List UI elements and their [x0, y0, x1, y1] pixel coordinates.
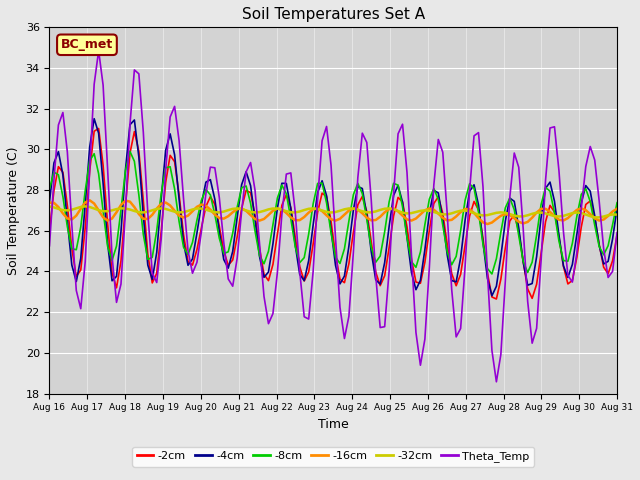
-8cm: [45, 186, 53, 192]
-4cm: [613, 205, 621, 211]
-16cm: [541, 206, 549, 212]
-16cm: [613, 206, 621, 212]
-32cm: [591, 215, 598, 220]
-4cm: [595, 242, 603, 248]
-32cm: [81, 204, 89, 209]
Y-axis label: Soil Temperature (C): Soil Temperature (C): [7, 146, 20, 275]
-16cm: [595, 217, 603, 223]
Line: -4cm: -4cm: [49, 119, 617, 296]
Line: Theta_Temp: Theta_Temp: [49, 51, 617, 382]
-16cm: [282, 210, 290, 216]
-2cm: [493, 296, 500, 302]
-32cm: [282, 208, 290, 214]
Title: Soil Temperatures Set A: Soil Temperatures Set A: [242, 7, 425, 22]
Theta_Temp: [493, 379, 500, 384]
Text: BC_met: BC_met: [61, 38, 113, 51]
-2cm: [613, 232, 621, 238]
Theta_Temp: [613, 229, 621, 235]
Theta_Temp: [189, 270, 196, 276]
-2cm: [541, 219, 549, 225]
-16cm: [86, 197, 93, 203]
-2cm: [260, 271, 268, 277]
-16cm: [345, 208, 353, 214]
-32cm: [537, 210, 545, 216]
-32cm: [45, 204, 53, 209]
Theta_Temp: [595, 198, 603, 204]
-8cm: [541, 185, 549, 191]
-4cm: [488, 293, 496, 299]
-4cm: [282, 180, 290, 186]
-2cm: [595, 241, 603, 247]
-8cm: [488, 271, 496, 277]
-2cm: [189, 262, 196, 268]
-4cm: [260, 275, 268, 280]
-4cm: [189, 256, 196, 262]
Theta_Temp: [345, 313, 353, 319]
-2cm: [45, 228, 53, 234]
-32cm: [595, 215, 603, 220]
-8cm: [126, 148, 134, 154]
-4cm: [541, 185, 549, 191]
X-axis label: Time: Time: [318, 418, 349, 431]
-4cm: [345, 243, 353, 249]
-8cm: [595, 244, 603, 250]
-32cm: [345, 205, 353, 211]
-16cm: [484, 221, 492, 227]
Line: -8cm: -8cm: [49, 151, 617, 274]
-2cm: [282, 192, 290, 198]
-4cm: [45, 199, 53, 204]
-32cm: [613, 212, 621, 217]
-8cm: [345, 218, 353, 224]
-16cm: [260, 216, 268, 222]
-8cm: [189, 240, 196, 245]
-2cm: [345, 261, 353, 266]
Line: -2cm: -2cm: [49, 129, 617, 299]
-32cm: [260, 208, 268, 214]
Theta_Temp: [45, 243, 53, 249]
-4cm: [90, 116, 98, 121]
-2cm: [95, 126, 102, 132]
-16cm: [189, 208, 196, 214]
-8cm: [260, 261, 268, 267]
-8cm: [613, 200, 621, 205]
Legend: -2cm, -4cm, -8cm, -16cm, -32cm, Theta_Temp: -2cm, -4cm, -8cm, -16cm, -32cm, Theta_Te…: [132, 447, 534, 467]
-32cm: [189, 206, 196, 212]
Line: -32cm: -32cm: [49, 206, 617, 217]
Theta_Temp: [541, 177, 549, 183]
Theta_Temp: [282, 171, 290, 177]
Theta_Temp: [95, 48, 102, 54]
Theta_Temp: [260, 293, 268, 299]
-16cm: [45, 200, 53, 205]
Line: -16cm: -16cm: [49, 200, 617, 224]
-8cm: [282, 191, 290, 197]
